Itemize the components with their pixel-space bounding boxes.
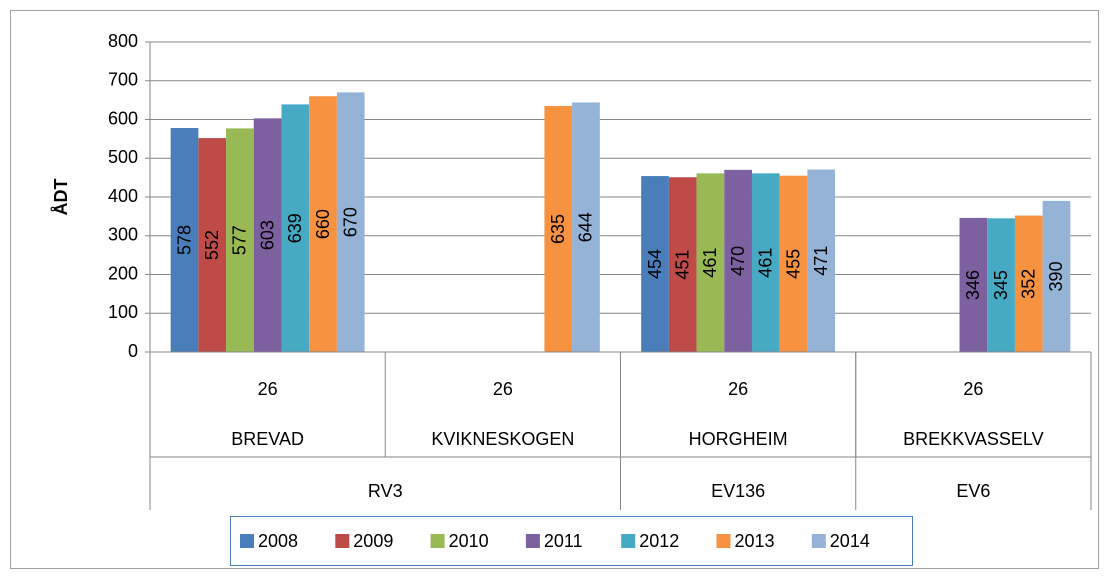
y-tick-label: 800 [108, 31, 138, 51]
bar [959, 217, 988, 352]
category-group-label: EV136 [711, 481, 765, 501]
data-label: 455 [783, 249, 803, 279]
data-label: 390 [1046, 261, 1066, 291]
y-tick-label: 300 [108, 225, 138, 245]
bar [281, 104, 310, 352]
x-tick-label: HORGHEIM [689, 429, 788, 449]
category-code: 26 [963, 379, 983, 399]
bar [987, 218, 1015, 352]
data-label: 471 [811, 246, 831, 276]
legend-swatch [811, 534, 826, 548]
data-label: 461 [756, 248, 776, 278]
y-tick-label: 100 [108, 302, 138, 322]
legend-label: 2012 [639, 531, 679, 551]
data-label: 470 [728, 246, 748, 276]
x-tick-label: KVIKNESKOGEN [431, 429, 574, 449]
legend-label: 2011 [544, 531, 583, 551]
data-label: 454 [645, 249, 665, 279]
legend-swatch [525, 534, 540, 548]
bar [309, 96, 337, 352]
legend-label: 2010 [449, 531, 489, 551]
y-tick-label: 400 [108, 186, 138, 206]
bar [572, 102, 600, 352]
legend-label: 2008 [258, 531, 298, 551]
bar [544, 105, 573, 352]
bar [226, 128, 254, 352]
bar [668, 177, 697, 352]
bar [198, 138, 227, 352]
data-label: 635 [548, 214, 568, 244]
legend-swatch [240, 534, 254, 548]
data-label: 670 [340, 207, 360, 237]
legend-label: 2009 [353, 531, 393, 551]
category-code: 26 [258, 379, 278, 399]
legend-label: 2014 [830, 531, 870, 551]
bar [170, 128, 199, 352]
bar [336, 92, 365, 352]
bar [807, 169, 836, 352]
bar [1014, 215, 1043, 352]
category-group-label: RV3 [368, 481, 403, 501]
data-label: 660 [313, 209, 333, 239]
bar [751, 173, 780, 352]
data-label: 603 [257, 220, 277, 250]
y-tick-label: 600 [108, 108, 138, 128]
data-label: 461 [700, 248, 720, 278]
category-code: 26 [728, 379, 748, 399]
legend-swatch [621, 534, 636, 548]
data-label: 639 [285, 213, 305, 243]
data-label: 644 [576, 212, 596, 242]
legend-swatch [335, 534, 350, 548]
legend-label: 2013 [735, 531, 775, 551]
bar [253, 118, 282, 353]
data-label: 577 [230, 225, 250, 255]
bar [696, 173, 725, 352]
data-label: 578 [174, 225, 194, 255]
data-label: 352 [1019, 269, 1039, 299]
x-tick-label: BREKKVASSELV [903, 429, 1043, 449]
data-label: 552 [202, 230, 222, 260]
bar [779, 175, 808, 352]
bar [724, 169, 752, 352]
legend-swatch [430, 534, 445, 548]
y-axis-label: ÅDT [51, 179, 71, 216]
category-group-label: EV6 [956, 481, 990, 501]
data-label: 345 [991, 270, 1011, 300]
legend-swatch [716, 534, 731, 548]
x-tick-label: BREVAD [231, 429, 304, 449]
y-tick-label: 0 [128, 341, 138, 361]
category-code: 26 [493, 379, 513, 399]
y-tick-label: 500 [108, 147, 138, 167]
data-label: 451 [672, 250, 692, 280]
data-label: 346 [963, 270, 983, 300]
bar [641, 176, 669, 352]
bar [1042, 200, 1071, 352]
y-tick-label: 200 [108, 263, 138, 283]
y-tick-label: 700 [108, 70, 138, 90]
